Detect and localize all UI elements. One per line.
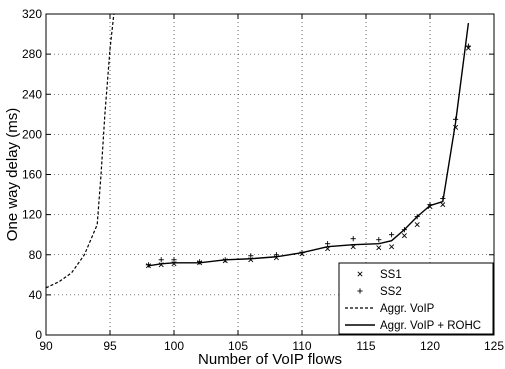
y-tick-label: 160 [22,168,42,182]
series-aggr-voip-rohc [148,22,470,267]
y-tick-label: 80 [29,248,43,262]
legend-label: Aggr. VoIP + ROHC [380,320,481,332]
data-point-ss1 [376,245,382,251]
series-line-aggr-voip [46,14,115,289]
data-point-ss1 [389,244,395,250]
data-point-ss2 [389,232,395,238]
data-point-ss2 [197,259,203,265]
y-tick-label: 40 [29,288,43,302]
legend: SS1 SS2 Aggr. VoIP Aggr. VoIP + ROHC [338,262,494,335]
x-tick-label: 105 [228,339,248,353]
x-tick-label: 110 [292,339,311,353]
legend-item-ss2: SS2 [357,286,402,298]
legend-item-aggr-voip-rohc: Aggr. VoIP + ROHC [345,320,481,332]
legend-label: Aggr. VoIP [380,303,435,315]
data-point-ss1 [414,222,420,228]
y-tick-label: 320 [22,7,42,21]
legend-item-ss1: SS1 [357,269,402,281]
y-tick-label: 280 [22,47,42,61]
data-point-ss2 [171,257,177,263]
series-line-aggr-voip-rohc [148,22,470,267]
ticks: 90 95 100 105 110 115 120 125 0 40 80 120 160 200 240 2… [22,7,504,353]
series-layer [46,14,471,289]
y-tick-label: 200 [22,127,42,141]
legend-swatch [357,288,363,294]
y-tick-label: 240 [22,87,42,101]
data-point-ss2 [465,43,471,49]
grid [46,14,494,335]
data-point-ss2 [158,257,164,263]
x-tick-label: 125 [484,339,504,353]
series-aggr-voip [46,14,115,289]
legend-label: SS2 [380,286,402,298]
x-tick-label: 120 [420,339,440,353]
data-point-ss2 [325,241,331,247]
data-point-ss2 [376,237,382,243]
data-point-ss2 [350,236,356,242]
x-tick-label: 95 [103,339,117,353]
data-point-ss1 [440,202,446,208]
y-tick-label: 0 [35,328,42,342]
legend-swatch [357,271,363,277]
data-point-ss1 [401,233,407,239]
data-point-ss2 [248,253,254,259]
data-point-ss2 [145,262,151,268]
x-tick-label: 90 [39,339,53,353]
y-tick-label: 120 [22,208,42,222]
series-ss1 [145,45,471,269]
x-axis-label: Number of VoIP flows [198,351,342,368]
x-tick-label: 100 [164,339,184,353]
x-tick-label: 115 [356,339,375,353]
legend-label: SS1 [380,269,402,281]
legend-item-aggr-voip: Aggr. VoIP [345,303,435,315]
legend-box [338,262,494,335]
y-axis-label: One way delay (ms) [4,108,21,241]
series-ss2 [145,43,471,268]
